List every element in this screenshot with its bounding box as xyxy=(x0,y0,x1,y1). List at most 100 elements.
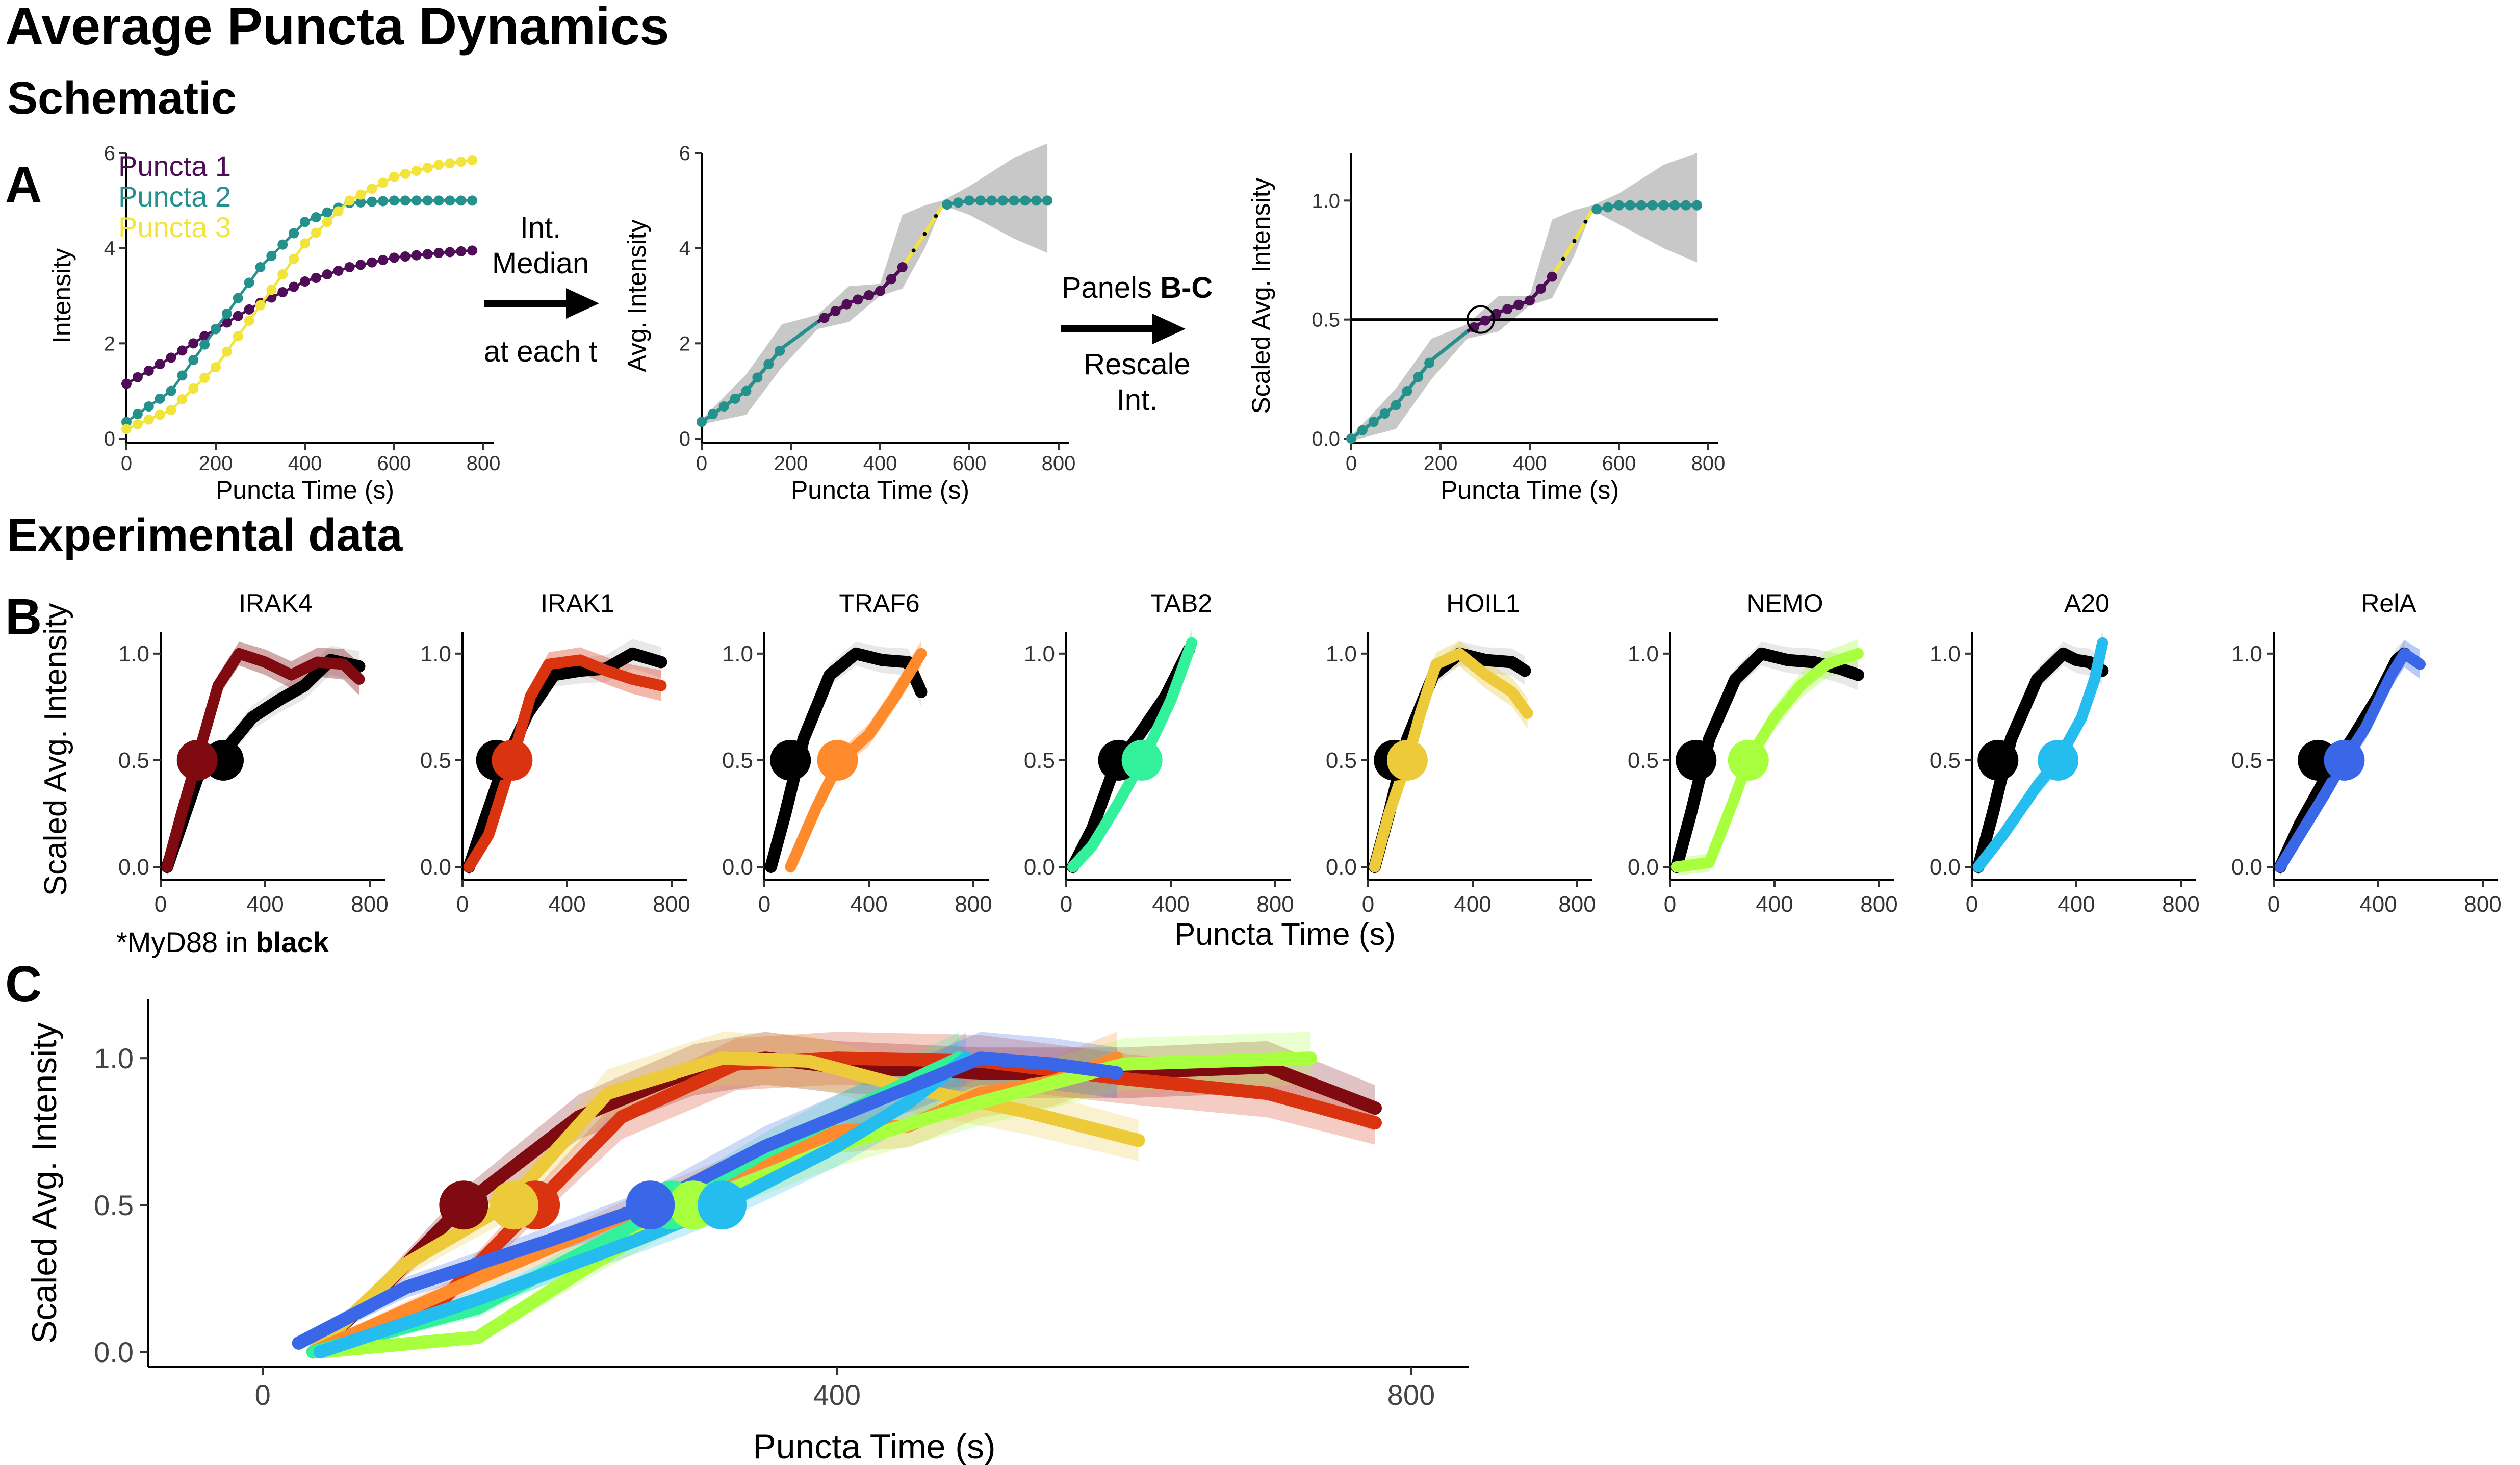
x-tick-label: 400 xyxy=(246,892,284,917)
median-segment xyxy=(1430,330,1469,362)
median-point xyxy=(953,197,964,208)
median-point xyxy=(1647,200,1658,211)
series-puncta3-point xyxy=(389,171,399,182)
series-puncta3-point xyxy=(266,285,277,295)
x-tick-label: 400 xyxy=(813,1379,861,1411)
series-puncta1-point xyxy=(456,246,467,256)
x-tick-label: 0 xyxy=(155,892,167,917)
median-point xyxy=(1513,299,1524,310)
x-tick-label: 0 xyxy=(1060,892,1072,917)
series-puncta3-point xyxy=(121,424,132,434)
median-point xyxy=(922,232,927,236)
panel-b-title: A20 xyxy=(2064,589,2110,618)
series-puncta3-point xyxy=(422,163,433,173)
series-puncta2-point xyxy=(456,195,467,206)
protein-line xyxy=(1067,637,1197,872)
protein-line xyxy=(463,654,667,872)
x-tick-label: 0 xyxy=(2268,892,2280,917)
series-puncta1-point xyxy=(322,269,332,279)
y-axis-title: Intensity xyxy=(47,248,76,343)
y-tick-label: 1.0 xyxy=(1628,641,1659,666)
series-puncta2-point xyxy=(445,195,455,206)
series-puncta2-point xyxy=(255,262,266,272)
y-tick-label: 0.0 xyxy=(2231,855,2262,880)
y-tick-label: 1.0 xyxy=(722,641,753,666)
series-puncta3-point xyxy=(221,346,232,357)
series-puncta3-point xyxy=(311,227,321,238)
step1-line2: Median xyxy=(492,246,589,280)
protein-half-marker xyxy=(817,739,858,781)
series-puncta1-point xyxy=(233,311,243,321)
series-puncta3-point xyxy=(244,316,254,326)
y-tick-label: 4 xyxy=(679,238,690,260)
myd88-half-marker xyxy=(1977,739,2019,781)
median-segment xyxy=(1394,358,1433,406)
series-puncta1-line xyxy=(125,249,473,385)
median-point xyxy=(1391,400,1401,410)
y-tick-label: 0.0 xyxy=(1024,855,1055,880)
myd88-line xyxy=(462,647,667,873)
median-point xyxy=(752,372,763,383)
step1-line1: Int. xyxy=(520,211,561,244)
x-tick-label: 0 xyxy=(121,452,132,475)
series-puncta3-point xyxy=(143,414,154,425)
y-tick-label: 1.0 xyxy=(420,641,451,666)
series-puncta1-point xyxy=(199,331,210,342)
series-puncta3-point xyxy=(456,157,467,167)
myd88-note-bold: black xyxy=(255,926,329,958)
median-point xyxy=(886,274,896,285)
x-tick-label: 0 xyxy=(1346,452,1357,475)
median-point xyxy=(1357,425,1368,435)
iqr-ribbon xyxy=(702,143,1048,424)
series-puncta1-point xyxy=(143,366,154,376)
y-tick-label: 6 xyxy=(679,142,690,165)
y-tick-label: 2 xyxy=(679,332,690,355)
median-point xyxy=(1669,200,1680,211)
series-puncta1-point xyxy=(411,250,422,261)
legend-puncta3: Puncta 3 xyxy=(118,211,231,243)
series-puncta2-point xyxy=(400,195,410,206)
y-axis-title: Scaled Avg. Intensity xyxy=(25,1022,64,1344)
protein-half-marker xyxy=(2038,739,2079,781)
x-tick-label: 200 xyxy=(774,452,808,475)
y-tick-label: 0.5 xyxy=(722,748,753,773)
x-tick-label: 0 xyxy=(255,1379,271,1411)
y-tick-label: 4 xyxy=(104,238,115,260)
series-puncta1-point xyxy=(344,262,355,272)
series-puncta2-point xyxy=(155,393,165,404)
median-point xyxy=(1692,200,1703,211)
panel-label-a: A xyxy=(5,156,42,213)
series-puncta2-point xyxy=(121,417,132,427)
panel-b-title: HOIL1 xyxy=(1446,589,1520,618)
median-point xyxy=(775,345,785,356)
series-puncta3-point xyxy=(166,405,176,415)
series-puncta2-point xyxy=(277,239,288,250)
x-tick-label: 800 xyxy=(1256,892,1294,917)
series-puncta2-point xyxy=(411,195,422,206)
x-tick-label: 200 xyxy=(1424,452,1458,475)
x-tick-label: 200 xyxy=(199,452,233,475)
x-tick-label: 800 xyxy=(351,892,388,917)
myd88-half-marker xyxy=(770,739,811,781)
series-puncta1-point xyxy=(132,372,143,382)
chart-c: 0 400 800 0.0 0.5 1.0 Puncta Time (s) Scaled Av… xyxy=(25,999,1469,1465)
median-segment xyxy=(923,204,944,235)
protein-ribbon xyxy=(469,647,661,876)
median-point xyxy=(1636,200,1647,211)
series-puncta2-point xyxy=(199,339,210,350)
half-marker-rela xyxy=(626,1180,675,1230)
median-point xyxy=(1591,204,1602,215)
section-schematic: Schematic xyxy=(7,73,237,124)
figure-title: Average Puncta Dynamics xyxy=(5,0,670,56)
series-puncta2-point xyxy=(422,195,433,206)
y-tick-label: 0.5 xyxy=(118,748,149,773)
chart-a2: 0 200 400 600 800 0 2 4 6 Puncta Time (s) Avg. Int… xyxy=(623,142,1075,504)
median-point xyxy=(718,401,729,412)
step1-line3: at each t xyxy=(483,335,598,368)
median-point xyxy=(864,290,875,300)
series-puncta2-point xyxy=(233,293,243,303)
x-tick-label: 0 xyxy=(696,452,707,475)
median-point xyxy=(1368,417,1379,427)
median-point xyxy=(911,248,916,253)
